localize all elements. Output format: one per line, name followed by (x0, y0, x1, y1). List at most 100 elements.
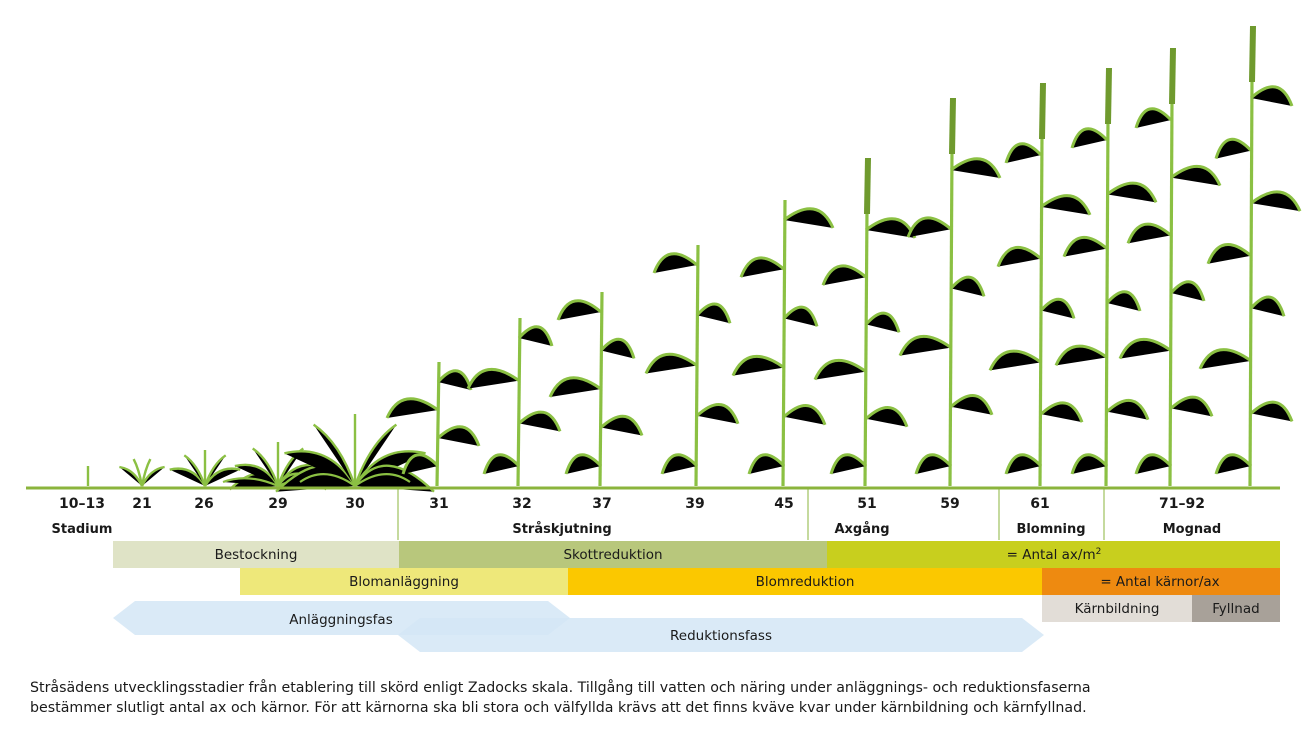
leaf (988, 349, 1042, 371)
leaf (252, 447, 280, 487)
figure-caption: Stråsädens utvecklingsstadier från etabl… (30, 678, 1280, 718)
leaf (695, 403, 740, 425)
arrow-label-anlaggningsfas: Anläggningsfas (289, 612, 392, 628)
leaf (1040, 194, 1092, 216)
leaf (482, 453, 521, 475)
leaf (599, 337, 636, 359)
leaf (354, 473, 411, 487)
leaf (1169, 280, 1206, 302)
band-label-blomreduktion: Blomreduktion (756, 574, 855, 590)
leaf (1169, 395, 1214, 417)
leaf (556, 299, 602, 321)
leaf (1249, 400, 1294, 422)
stage-number: 29 (268, 496, 287, 512)
stage-number: 51 (857, 496, 876, 512)
stage-number: 30 (345, 496, 365, 512)
band-skottreduktion (399, 541, 827, 568)
leaf (898, 334, 952, 357)
leaf (813, 358, 867, 381)
leaf (401, 453, 440, 475)
phase-label-blomning: Blomning (1016, 522, 1085, 537)
caption-line: bestämmer slutligt antal ax och kärnor. … (30, 700, 1087, 716)
leaf (203, 467, 241, 487)
leaf (548, 376, 602, 398)
band-label-antal-karnor: = Antal kärnor/ax (1100, 574, 1219, 590)
leaf (782, 404, 827, 426)
arrow-label-reduktionsfass: Reduktionsfass (670, 628, 772, 644)
leaf (747, 453, 786, 475)
stage-number: 10–13 (59, 496, 105, 512)
leaf (1134, 453, 1173, 475)
band-label-fyllnad: Fyllnad (1212, 601, 1259, 617)
leaf (1170, 164, 1222, 187)
stem (948, 149, 954, 487)
stage-number: 61 (1030, 496, 1049, 512)
ear (949, 97, 956, 155)
leaf (914, 453, 953, 475)
phase-label-mognad: Mognad (1163, 522, 1222, 537)
leaf (353, 423, 398, 487)
leaf (1126, 222, 1172, 244)
stem (1248, 77, 1254, 487)
stage-number: 45 (774, 496, 793, 512)
phase-labels: Stadium Stråskjutning Axgång Blomning Mo… (52, 522, 1222, 537)
leaf (949, 275, 986, 297)
stem (516, 317, 522, 487)
leaf (1134, 107, 1173, 129)
leaf (140, 465, 165, 487)
ear (1169, 47, 1176, 105)
leaf (782, 305, 819, 327)
ear (864, 157, 871, 215)
leaf (1054, 344, 1108, 366)
leaf (299, 473, 356, 487)
leaf (906, 216, 952, 238)
band-label-blomanlaggning: Blomanläggning (349, 574, 459, 590)
arrow-reduktionsfass (398, 618, 1044, 652)
leaf (183, 454, 207, 487)
leaf (739, 256, 785, 278)
leaf (1214, 453, 1253, 475)
leaf (864, 311, 901, 333)
leaf (996, 245, 1042, 268)
leaf (1070, 453, 1109, 475)
leaf (1250, 190, 1302, 212)
phase-label-straskjutning: Stråskjutning (512, 522, 611, 537)
phase-label-stadium: Stadium (52, 522, 113, 537)
stage-number: 59 (940, 496, 959, 512)
leaf (222, 477, 279, 488)
leaf (1106, 181, 1158, 203)
band-label-bestockning: Bestockning (215, 547, 298, 563)
band-label-antal-ax: = Antal ax/m2 (1007, 547, 1102, 563)
leaf (599, 414, 644, 437)
leaf (1039, 297, 1076, 319)
leaf (436, 369, 473, 391)
leaf (312, 423, 357, 487)
leaf (1249, 85, 1294, 107)
caption-line: Stråsädens utvecklingsstadier från etabl… (30, 680, 1091, 696)
leaf (1214, 138, 1253, 160)
band-antal-ax (827, 541, 1280, 568)
stem (863, 209, 869, 487)
band-blomreduktion (568, 568, 1042, 595)
leaf (821, 264, 867, 286)
leaf (436, 425, 481, 447)
band-blomanlaggning (240, 568, 568, 595)
leaf (660, 453, 699, 475)
leaf (466, 367, 520, 390)
leaf (1249, 295, 1286, 317)
leaf (644, 352, 698, 375)
stage-number: 39 (685, 496, 704, 512)
leaf (864, 406, 909, 428)
leaf (517, 410, 562, 432)
stage-number: 71–92 (1159, 496, 1205, 512)
band-label-karnbildning: Kärnbildning (1075, 601, 1160, 617)
band-label-skottreduktion: Skottreduktion (563, 547, 662, 563)
leaf (1198, 348, 1252, 370)
leaf (949, 394, 994, 416)
stage-number: 26 (194, 496, 213, 512)
plant-illustrations (86, 25, 1302, 493)
stage-number: 37 (592, 496, 611, 512)
leaf (1105, 290, 1142, 312)
leaf (564, 453, 603, 475)
